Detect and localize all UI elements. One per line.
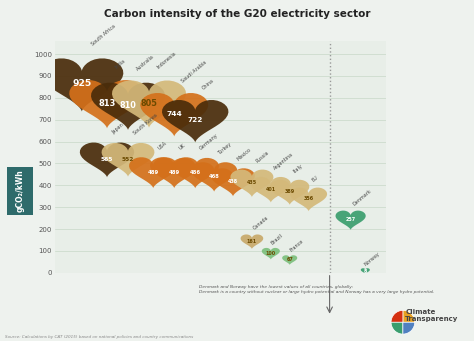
Text: China: China	[201, 78, 215, 90]
Text: Germany: Germany	[199, 133, 219, 151]
Text: Denmark: Denmark	[352, 188, 372, 206]
Text: 489: 489	[147, 169, 159, 175]
Text: South Korea: South Korea	[132, 113, 158, 135]
Text: 813: 813	[98, 99, 116, 108]
Text: India: India	[114, 58, 127, 69]
Text: 100: 100	[266, 251, 276, 256]
Text: 489: 489	[169, 169, 180, 175]
PathPatch shape	[40, 58, 123, 112]
PathPatch shape	[101, 143, 155, 177]
PathPatch shape	[112, 80, 186, 128]
PathPatch shape	[282, 255, 297, 265]
Text: 435: 435	[247, 180, 257, 185]
PathPatch shape	[336, 211, 366, 230]
Text: 744: 744	[166, 111, 182, 117]
PathPatch shape	[270, 180, 310, 205]
Wedge shape	[391, 310, 403, 322]
Text: Canada: Canada	[252, 216, 269, 231]
PathPatch shape	[129, 157, 177, 188]
Text: EU: EU	[310, 174, 319, 182]
PathPatch shape	[191, 162, 237, 192]
Text: Argentina: Argentina	[273, 152, 295, 171]
PathPatch shape	[211, 168, 255, 196]
Text: 722: 722	[188, 117, 203, 123]
Text: 67: 67	[286, 257, 293, 262]
Text: Climate
Transparency: Climate Transparency	[405, 309, 459, 322]
PathPatch shape	[140, 93, 208, 136]
PathPatch shape	[361, 268, 370, 274]
PathPatch shape	[172, 158, 219, 188]
Text: 356: 356	[303, 196, 314, 202]
Wedge shape	[391, 322, 403, 334]
Text: 486: 486	[190, 170, 201, 175]
Text: 401: 401	[266, 187, 276, 192]
Text: Norway: Norway	[364, 251, 381, 267]
PathPatch shape	[241, 235, 263, 249]
PathPatch shape	[69, 80, 145, 128]
Text: Denmark and Norway have the lowest values of all countries, globally:: Denmark and Norway have the lowest value…	[199, 285, 354, 289]
Wedge shape	[403, 322, 415, 334]
PathPatch shape	[290, 188, 327, 211]
Text: France: France	[289, 239, 304, 253]
Text: UK: UK	[178, 142, 186, 150]
PathPatch shape	[91, 83, 165, 130]
PathPatch shape	[150, 157, 199, 188]
PathPatch shape	[80, 143, 134, 177]
Text: USA: USA	[157, 140, 168, 150]
Text: 8: 8	[364, 268, 367, 273]
Text: Saudi Arabia: Saudi Arabia	[181, 59, 208, 83]
Text: 925: 925	[72, 79, 91, 88]
Text: 257: 257	[346, 217, 356, 222]
Text: Brazil: Brazil	[270, 233, 284, 245]
Text: Denmark is a country without nuclear or large hydro potential and Norway has a v: Denmark is a country without nuclear or …	[199, 290, 435, 294]
Text: Indonesia: Indonesia	[156, 51, 177, 70]
PathPatch shape	[251, 177, 291, 203]
PathPatch shape	[230, 169, 273, 197]
Text: Russia: Russia	[255, 150, 270, 163]
Text: 565: 565	[101, 157, 113, 162]
Text: Japan: Japan	[111, 122, 125, 135]
Text: 161: 161	[247, 239, 257, 244]
Text: gCO₂/kWh: gCO₂/kWh	[16, 169, 25, 212]
Text: 805: 805	[141, 99, 157, 108]
Text: Australia: Australia	[135, 54, 155, 72]
Text: 389: 389	[284, 189, 295, 194]
PathPatch shape	[262, 248, 280, 260]
Text: 810: 810	[119, 101, 137, 110]
Text: Source: Calculations by CAT (2015) based on national policies and country commun: Source: Calculations by CAT (2015) based…	[5, 335, 193, 339]
Text: Carbon intensity of the G20 electricity sector: Carbon intensity of the G20 electricity …	[104, 9, 370, 18]
Text: 438: 438	[228, 179, 238, 184]
Text: 552: 552	[122, 157, 134, 162]
Wedge shape	[403, 310, 415, 322]
Text: Turkey: Turkey	[217, 142, 233, 156]
PathPatch shape	[162, 100, 228, 143]
Text: South Africa: South Africa	[90, 24, 116, 47]
Text: 468: 468	[209, 174, 219, 179]
Text: Italy: Italy	[292, 163, 303, 174]
Text: Mexico: Mexico	[236, 147, 252, 162]
